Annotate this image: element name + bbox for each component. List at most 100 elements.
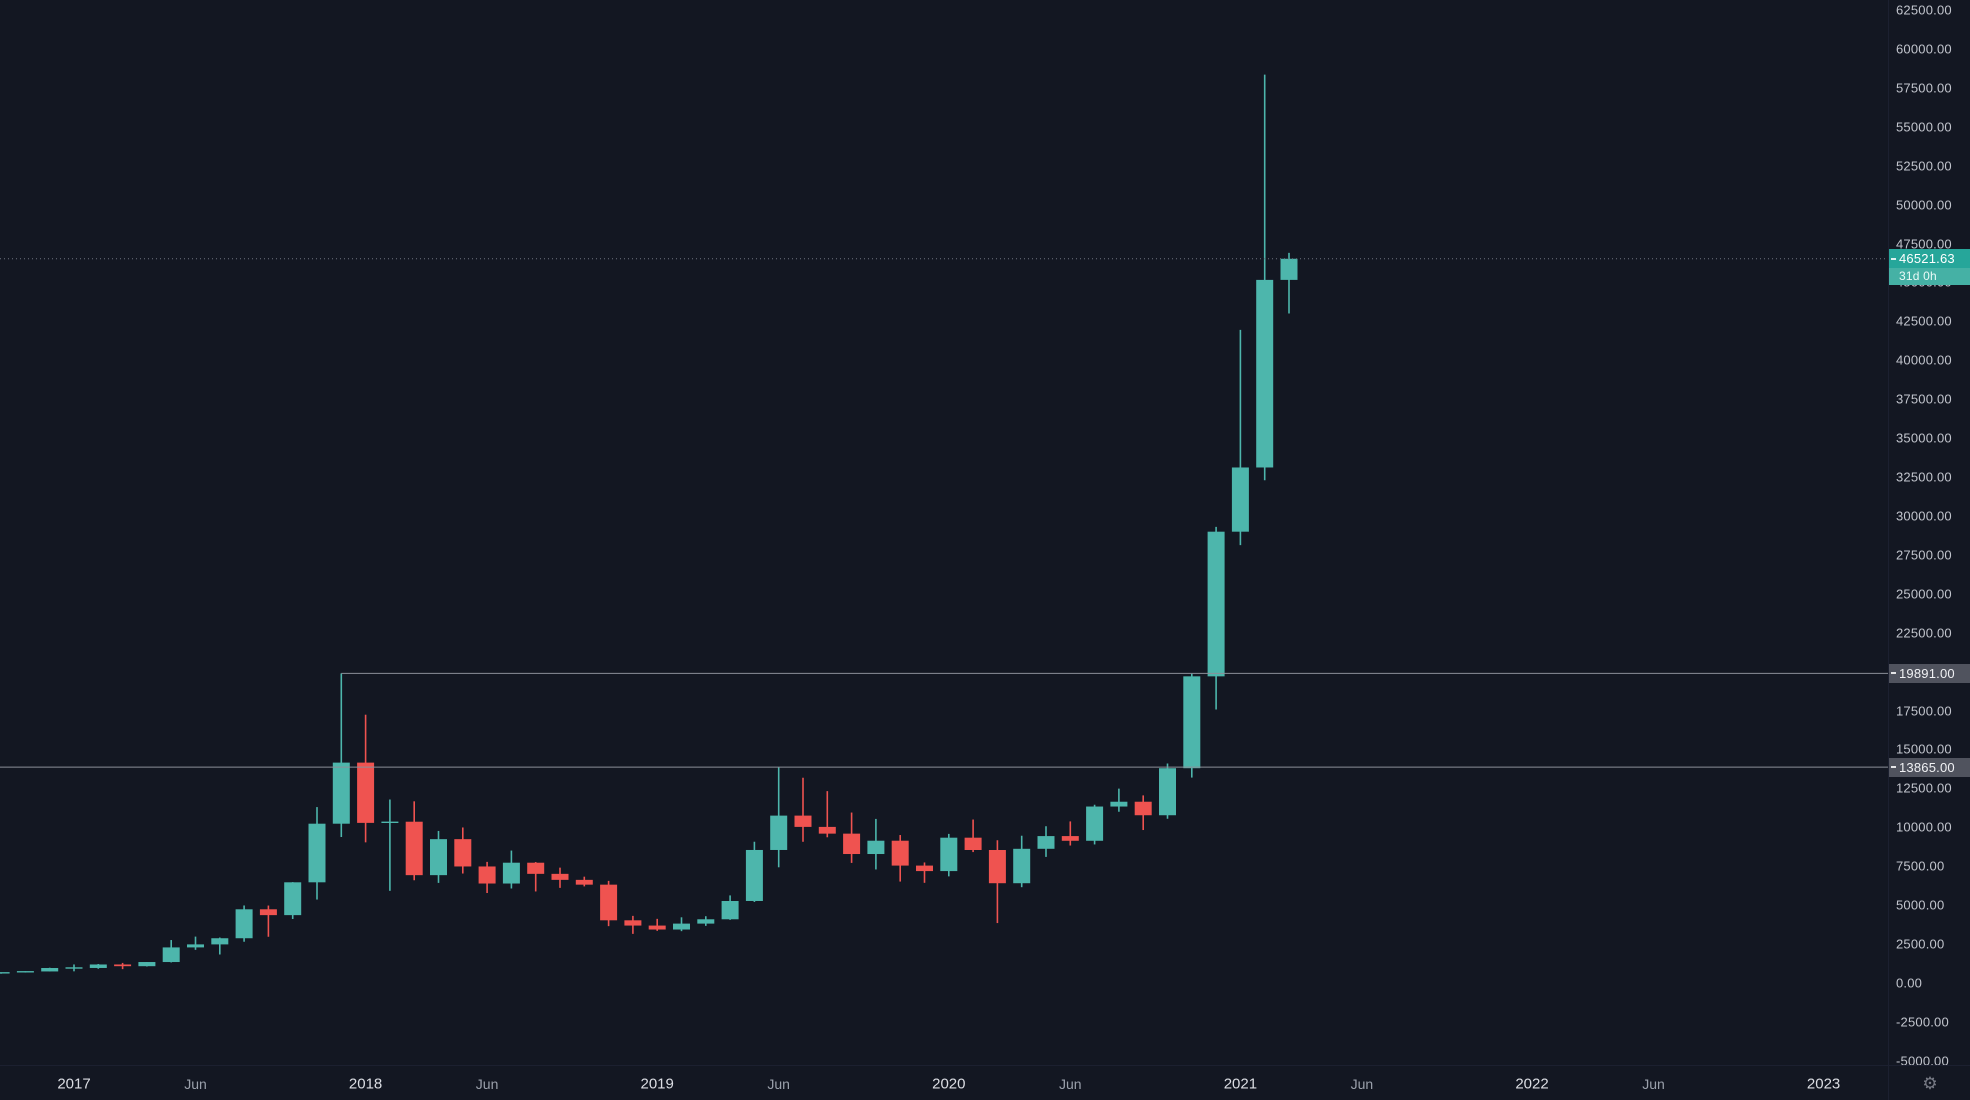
candlestick-chart[interactable]	[0, 0, 1888, 1065]
time-tick-2023: 2023	[1806, 1075, 1841, 1092]
chart-plot[interactable]	[0, 0, 1888, 1065]
time-tick-Jun: Jun	[1059, 1075, 1082, 1092]
candle-2021-03	[1280, 252, 1298, 314]
price-tick-2500.00: 2500.00	[1896, 936, 1945, 952]
price-level-badge-19891[interactable]: 19891.00	[1889, 663, 1970, 683]
candle-2020-09	[1134, 795, 1152, 831]
candle-2017-08	[235, 905, 253, 942]
time-tick-Jun: Jun	[184, 1075, 207, 1092]
current-price-value: 46521.63	[1889, 249, 1970, 269]
time-tick-Jun: Jun	[767, 1075, 790, 1092]
candle-2017-05	[162, 940, 180, 963]
price-tick-35000.00: 35000.00	[1896, 430, 1952, 446]
candle-2019-12	[916, 862, 933, 883]
candle-2019-06	[770, 767, 788, 868]
candle-2021-02	[1256, 74, 1274, 481]
candle-2019-10	[867, 818, 885, 870]
candle-2020-03	[988, 840, 1006, 924]
price-tick--2500.00: -2500.00	[1896, 1014, 1949, 1030]
candle-2018-01	[357, 714, 375, 843]
candle-2016-10	[0, 972, 10, 974]
candle-2017-07	[211, 937, 229, 955]
price-tick-47500.00: 47500.00	[1896, 236, 1952, 252]
candle-2018-11	[600, 880, 618, 927]
candle-2018-07	[502, 850, 520, 889]
price-tick-7500.00: 7500.00	[1896, 858, 1945, 874]
candle-2020-02	[964, 819, 982, 853]
candle-2018-05	[454, 827, 472, 874]
candle-2018-02	[381, 799, 399, 891]
candle-2020-04	[1013, 835, 1031, 888]
candle-2019-09	[843, 812, 861, 863]
candle-countdown: 31d 0h	[1889, 268, 1970, 286]
time-tick-2017: 2017	[57, 1075, 91, 1092]
time-tick-2020: 2020	[932, 1075, 966, 1092]
time-axis[interactable]: 2017 Jun 2018 Jun 2019 Jun 2020 Jun 2021 Jun 2022 J…	[0, 1065, 1888, 1100]
candle-2019-01	[648, 918, 666, 931]
candle-2020-05	[1037, 826, 1055, 857]
candle-2019-03	[697, 916, 715, 926]
price-tick-22500.00: 22500.00	[1896, 625, 1952, 641]
time-tick-Jun: Jun	[1642, 1075, 1665, 1092]
price-tick-52500.00: 52500.00	[1896, 158, 1952, 174]
candle-2016-12	[41, 967, 59, 972]
candle-2019-02	[673, 917, 690, 932]
price-tick-50000.00: 50000.00	[1896, 197, 1952, 213]
time-tick-2021: 2021	[1223, 1075, 1258, 1092]
axis-settings-corner: ⚙	[1888, 1065, 1970, 1100]
candle-2020-06	[1061, 821, 1079, 846]
candle-2018-08	[527, 862, 545, 892]
candle-2018-04	[430, 830, 447, 883]
price-tick-55000.00: 55000.00	[1896, 119, 1952, 135]
candle-2017-09	[259, 905, 277, 937]
price-tick-5000.00: 5000.00	[1896, 897, 1945, 913]
price-tick-0.00: 0.00	[1896, 975, 1923, 991]
candle-2019-05	[745, 841, 763, 902]
candle-2020-08	[1110, 788, 1128, 812]
candle-2017-10	[284, 882, 302, 920]
candle-2019-08	[818, 791, 836, 838]
current-price-badge: 46521.63 31d 0h	[1889, 249, 1970, 286]
candle-2018-10	[575, 876, 593, 887]
time-tick-2022: 2022	[1515, 1075, 1549, 1092]
candle-2018-03	[405, 801, 423, 881]
price-tick-30000.00: 30000.00	[1896, 508, 1952, 524]
candle-2020-10	[1159, 763, 1176, 819]
candle-2018-09	[551, 867, 569, 888]
price-level-label: 19891.00	[1889, 663, 1970, 683]
price-tick-37500.00: 37500.00	[1896, 391, 1952, 407]
candle-2017-11	[308, 807, 326, 900]
candle-2017-04	[138, 962, 156, 967]
price-tick-25000.00: 25000.00	[1896, 586, 1952, 602]
price-tick-27500.00: 27500.00	[1896, 547, 1952, 563]
candle-2019-11	[891, 835, 909, 882]
candle-2019-07	[794, 777, 812, 842]
price-tick-32500.00: 32500.00	[1896, 469, 1952, 485]
candle-2020-07	[1086, 804, 1104, 845]
price-level-badge-13865[interactable]: 13865.00	[1889, 757, 1970, 777]
candle-2016-11	[16, 971, 34, 973]
price-tick-15000.00: 15000.00	[1896, 741, 1952, 757]
price-tick-40000.00: 40000.00	[1896, 352, 1952, 368]
candle-2020-12	[1207, 526, 1225, 710]
candle-2017-02	[89, 964, 107, 969]
candle-2017-06	[187, 936, 204, 950]
candle-2017-12	[332, 673, 350, 837]
price-axis[interactable]: 62500.00 60000.00 57500.00 55000.00 52500.00…	[1888, 0, 1970, 1065]
time-tick-Jun: Jun	[1350, 1075, 1374, 1092]
candle-2020-11	[1183, 673, 1201, 778]
price-tick-12500.00: 12500.00	[1896, 780, 1952, 796]
candle-2021-01	[1231, 329, 1249, 546]
candle-2018-12	[624, 915, 642, 934]
price-tick-62500.00: 62500.00	[1896, 2, 1952, 18]
candle-2017-01	[65, 964, 83, 972]
price-level-label: 13865.00	[1889, 757, 1970, 777]
price-tick--5000.00: -5000.00	[1896, 1053, 1949, 1065]
gear-icon[interactable]: ⚙	[1922, 1074, 1938, 1093]
time-tick-Jun: Jun	[475, 1075, 499, 1092]
price-tick-10000.00: 10000.00	[1896, 819, 1952, 835]
candle-2018-06	[478, 861, 496, 894]
price-tick-42500.00: 42500.00	[1896, 313, 1952, 329]
time-tick-2019: 2019	[640, 1075, 674, 1092]
